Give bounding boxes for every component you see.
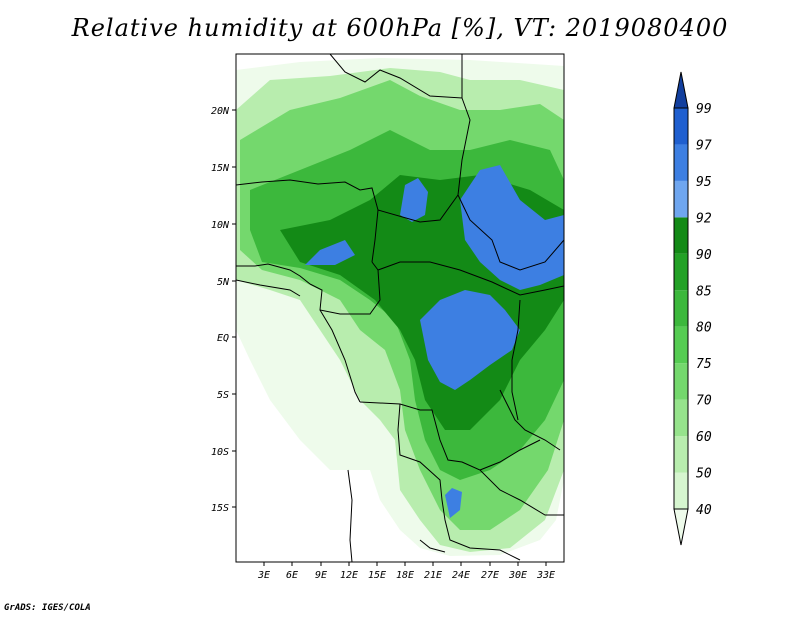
humidity-region-95-e bbox=[445, 488, 462, 518]
colorbar-level-label: 80 bbox=[696, 321, 712, 336]
latitude-axis: 20N 15N 10N 5N EQ 5S 10S 15S bbox=[211, 106, 236, 514]
lon-label: 24E bbox=[452, 570, 470, 581]
colorbar-max-triangle bbox=[673, 71, 689, 109]
colorbar-level-label: 99 bbox=[696, 102, 712, 117]
colorbar-level-label: 90 bbox=[696, 248, 712, 263]
grads-credit: GrADS: IGES/COLA bbox=[4, 603, 91, 613]
map-frame bbox=[235, 53, 565, 563]
colorbar-level-label: 75 bbox=[696, 357, 712, 372]
colorbar-level-label: 60 bbox=[696, 430, 712, 445]
lat-label: 15N bbox=[211, 163, 230, 174]
lat-label: 5S bbox=[217, 390, 229, 401]
colorbar-outline bbox=[673, 107, 689, 510]
colorbar-bin bbox=[674, 363, 688, 400]
humidity-region-95-b bbox=[400, 178, 428, 222]
colorbar-bin bbox=[674, 217, 688, 254]
colorbar-min-triangle bbox=[673, 508, 689, 546]
colorbar-bin bbox=[674, 399, 688, 437]
colorbar-bin bbox=[674, 436, 688, 473]
longitude-axis: 3E 6E 9E 12E 15E 18E 21E 24E 27E 30E 33E bbox=[257, 562, 555, 581]
lon-label: 21E bbox=[424, 570, 442, 581]
colorbar-bin bbox=[674, 180, 688, 218]
humidity-shading bbox=[236, 58, 564, 556]
humidity-region-95-a bbox=[305, 240, 355, 265]
lon-label: 33E bbox=[536, 570, 555, 581]
lon-label: 18E bbox=[396, 570, 414, 581]
lon-label: 12E bbox=[340, 570, 358, 581]
colorbar-level-label: 92 bbox=[696, 211, 712, 226]
lat-label: 20N bbox=[211, 106, 230, 117]
lon-label: 9E bbox=[315, 570, 327, 581]
colorbar-bin bbox=[674, 472, 688, 509]
lat-label: 10N bbox=[211, 220, 230, 231]
plot-title: Relative humidity at 600hPa [%], VT: 201… bbox=[71, 14, 729, 42]
lat-label: EQ bbox=[217, 333, 229, 344]
lon-label: 3E bbox=[257, 570, 270, 581]
humidity-region-95-c bbox=[460, 165, 564, 290]
lat-label: 5N bbox=[217, 277, 230, 288]
lat-label: 10S bbox=[211, 447, 229, 458]
color-bar: 40 50 60 70 75 80 85 90 92 95 97 99 bbox=[673, 71, 712, 546]
lon-label: 15E bbox=[368, 570, 386, 581]
colorbar-bin bbox=[674, 326, 688, 364]
colorbar-bin bbox=[674, 290, 688, 327]
colorbar-bin bbox=[674, 144, 688, 181]
lon-label: 30E bbox=[508, 570, 527, 581]
lon-label: 27E bbox=[481, 570, 499, 581]
colorbar-level-label: 70 bbox=[696, 394, 712, 409]
colorbar-level-label: 85 bbox=[696, 284, 712, 299]
colorbar-bin bbox=[674, 108, 688, 145]
country-borders bbox=[236, 54, 564, 562]
humidity-region-95-d bbox=[420, 290, 520, 390]
colorbar-bin bbox=[674, 253, 688, 291]
colorbar-level-label: 40 bbox=[696, 503, 712, 518]
lon-label: 6E bbox=[286, 570, 298, 581]
colorbar-level-label: 95 bbox=[696, 175, 712, 190]
lat-label: 15S bbox=[211, 503, 229, 514]
colorbar-level-label: 50 bbox=[696, 467, 712, 482]
colorbar-level-label: 97 bbox=[696, 138, 712, 153]
